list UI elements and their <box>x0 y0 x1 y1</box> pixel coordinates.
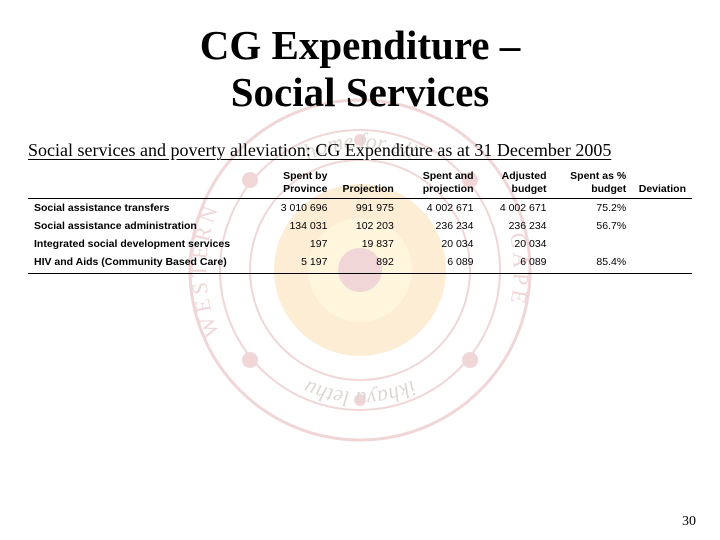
table-col-header: Projection <box>333 167 399 199</box>
title-line-2: Social Services <box>231 69 489 115</box>
table-col-header: Spent byProvince <box>254 167 334 199</box>
table-col-header <box>28 167 254 199</box>
table-cell: 236 234 <box>400 217 480 235</box>
table-row: Social assistance administration134 0311… <box>28 217 692 235</box>
table-cell: 134 031 <box>254 217 334 235</box>
table-cell: 20 034 <box>400 235 480 253</box>
slide: CG Expenditure – Social Services Social … <box>0 0 720 540</box>
table-cell: 892 <box>333 253 399 274</box>
table-cell: 19 837 <box>333 235 399 253</box>
table-cell: 236 234 <box>480 217 553 235</box>
table-cell: 6 089 <box>400 253 480 274</box>
table-cell <box>553 235 633 253</box>
table-cell: 3 010 696 <box>254 199 334 218</box>
table-cell: 75.2% <box>553 199 633 218</box>
table-row: HIV and Aids (Community Based Care)5 197… <box>28 253 692 274</box>
table-cell <box>632 217 692 235</box>
table-cell: 6 089 <box>480 253 553 274</box>
table-cell: 197 <box>254 235 334 253</box>
expenditure-table: Spent byProvinceProjectionSpent andproje… <box>28 167 692 274</box>
row-label: HIV and Aids (Community Based Care) <box>28 253 254 274</box>
table-cell <box>632 253 692 274</box>
page-title: CG Expenditure – Social Services <box>28 22 692 116</box>
table-cell: 991 975 <box>333 199 399 218</box>
row-label: Social assistance administration <box>28 217 254 235</box>
table-cell: 4 002 671 <box>480 199 553 218</box>
row-label: Integrated social development services <box>28 235 254 253</box>
table-row: Social assistance transfers3 010 696991 … <box>28 199 692 218</box>
table-cell: 5 197 <box>254 253 334 274</box>
table-col-header: Spent as %budget <box>553 167 633 199</box>
table-cell <box>632 235 692 253</box>
table-header-row: Spent byProvinceProjectionSpent andproje… <box>28 167 692 199</box>
table-row: Integrated social development services19… <box>28 235 692 253</box>
table-cell <box>632 199 692 218</box>
table-cell: 102 203 <box>333 217 399 235</box>
subtitle: Social services and poverty alleviation:… <box>28 140 692 161</box>
table-cell: 85.4% <box>553 253 633 274</box>
table-col-header: Deviation <box>632 167 692 199</box>
table-cell: 4 002 671 <box>400 199 480 218</box>
table-cell: 20 034 <box>480 235 553 253</box>
row-label: Social assistance transfers <box>28 199 254 218</box>
page-number: 30 <box>682 514 696 530</box>
table-col-header: Spent andprojection <box>400 167 480 199</box>
table-cell: 56.7% <box>553 217 633 235</box>
title-line-1: CG Expenditure – <box>200 22 520 68</box>
table-col-header: Adjustedbudget <box>480 167 553 199</box>
